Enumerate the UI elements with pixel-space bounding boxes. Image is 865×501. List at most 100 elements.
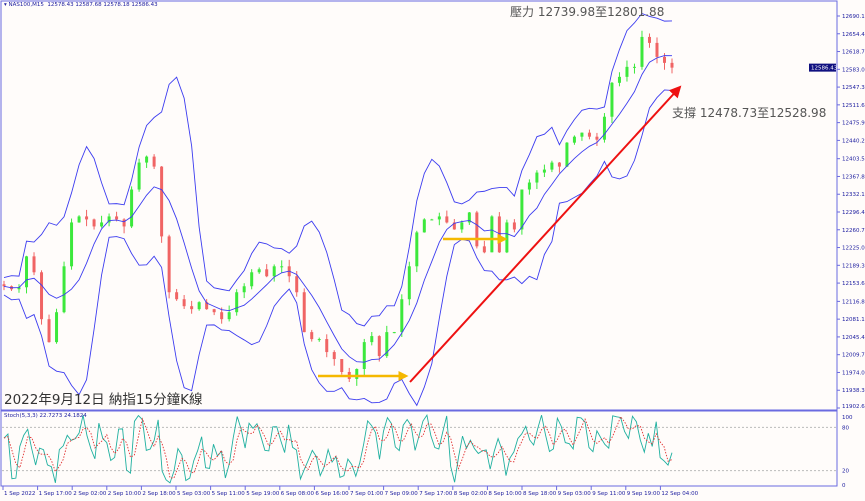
- candle-body: [280, 266, 284, 268]
- x-tick-label: 2 Sep 18:00: [142, 491, 176, 497]
- candle-body: [430, 219, 434, 221]
- candle-body: [385, 332, 389, 357]
- candle-body: [415, 232, 419, 267]
- candle-body: [452, 222, 456, 230]
- candle-body: [662, 56, 666, 63]
- x-tick-label: 5 Sep 11:00: [212, 491, 246, 497]
- candle-body: [647, 36, 651, 43]
- symbol-label: NAS100,M15: [8, 2, 44, 8]
- y-tick-label: 12367.80: [842, 174, 865, 180]
- candle-body: [160, 166, 164, 237]
- candle-body: [670, 62, 674, 68]
- candle-body: [92, 219, 96, 227]
- candle-body: [137, 162, 141, 190]
- candle-body: [595, 136, 599, 140]
- candle-body: [445, 216, 449, 223]
- main-pane-frame: [0, 0, 838, 411]
- support-annotation: 支撐 12478.73至12528.98: [672, 106, 827, 120]
- x-tick-label: 9 Sep 19:00: [627, 491, 661, 497]
- y-tick-label: 11938.35: [842, 388, 865, 394]
- candle-body: [85, 216, 89, 220]
- bollinger-lower-band: [3, 89, 673, 407]
- x-tick-label: 9 Sep 11:00: [592, 491, 626, 497]
- y-tick-label: 12153.60: [842, 281, 865, 287]
- candle-body: [587, 132, 591, 137]
- y-tick-label: 12045.45: [842, 335, 865, 341]
- candle-body: [655, 42, 659, 57]
- y-tick-label: 12081.15: [842, 317, 865, 323]
- stoch-signal-line: [3, 415, 673, 479]
- candle-body: [580, 132, 584, 137]
- x-tick-label: 6 Sep 16:00: [315, 491, 349, 497]
- stoch-axis-label: 20: [842, 469, 849, 475]
- candle-body: [460, 222, 464, 230]
- y-tick-label: 12690.15: [842, 14, 865, 20]
- x-tick-label: 7 Sep 09:00: [385, 491, 419, 497]
- candle-body: [557, 162, 561, 167]
- candle-body: [392, 332, 396, 334]
- candle-body: [542, 169, 546, 173]
- y-tick-label: 12583.05: [842, 67, 865, 73]
- stochastic-label: Stoch(5,3,3) 22.7273 24.1824: [4, 413, 87, 419]
- candle-body: [422, 219, 426, 233]
- candle-body: [205, 302, 209, 310]
- candle-body: [520, 189, 524, 230]
- candle-body: [527, 182, 531, 190]
- candle-body: [407, 266, 411, 300]
- candle-body: [242, 286, 246, 293]
- candle-body: [340, 359, 344, 372]
- y-tick-label: 12618.75: [842, 50, 865, 56]
- candle-body: [310, 332, 314, 340]
- y-tick-label: 12009.75: [842, 353, 865, 359]
- candle-body: [122, 219, 126, 227]
- candle-body: [475, 212, 479, 247]
- y-tick-label: 12296.40: [842, 210, 865, 216]
- ohlc-values: 12578.43 12587.68 12578.18 12586.43: [47, 2, 158, 8]
- candle-body: [325, 339, 329, 353]
- candle-body: [47, 319, 51, 343]
- candle-body: [235, 292, 239, 313]
- candle-body: [2, 284, 6, 287]
- candle-body: [497, 216, 501, 253]
- stoch-axis-label: 100: [842, 415, 853, 421]
- candle-body: [17, 287, 21, 290]
- candle-body: [115, 216, 119, 220]
- stoch-axis-label: 80: [842, 425, 849, 431]
- candle-body: [107, 216, 111, 223]
- x-tick-label: 12 Sep 04:00: [661, 491, 698, 497]
- candle-body: [257, 269, 261, 273]
- bollinger-middle-band: [3, 55, 673, 363]
- candle-body: [602, 116, 606, 140]
- candle-body: [32, 256, 36, 273]
- y-tick-label: 12547.35: [842, 85, 865, 91]
- candle-body: [377, 336, 381, 357]
- candle-body: [272, 266, 276, 277]
- y-tick-label: 12654.45: [842, 32, 865, 38]
- candle-body: [40, 272, 44, 320]
- current-price-label: 12586.43: [811, 66, 838, 72]
- x-tick-label: 9 Sep 03:00: [558, 491, 592, 497]
- x-tick-label: 1 Sep 2022: [4, 491, 35, 497]
- stochastic-pane-frame: [0, 410, 838, 487]
- current-price-tag: [809, 63, 836, 72]
- bollinger-upper-band: [3, 12, 673, 327]
- candle-body: [152, 156, 156, 167]
- candle-body: [370, 336, 374, 343]
- candle-body: [505, 222, 509, 253]
- y-tick-label: 11902.65: [842, 404, 865, 410]
- candle-body: [197, 302, 201, 310]
- y-tick-label: 12332.10: [842, 192, 865, 198]
- y-tick-label: 12475.95: [842, 121, 865, 127]
- resistance-annotation: 壓力 12739.98至12801.88: [510, 5, 665, 19]
- y-tick-label: 11974.05: [842, 370, 865, 376]
- candle-body: [610, 82, 614, 117]
- y-tick-label: 12225.00: [842, 246, 865, 252]
- candle-body: [295, 276, 299, 293]
- y-tick-label: 12189.30: [842, 263, 865, 269]
- candle-body: [212, 309, 216, 313]
- y-tick-label: 12403.50: [842, 157, 865, 163]
- candle-body: [467, 212, 471, 223]
- x-tick-label: 2 Sep 10:00: [108, 491, 142, 497]
- candle-body: [355, 368, 359, 379]
